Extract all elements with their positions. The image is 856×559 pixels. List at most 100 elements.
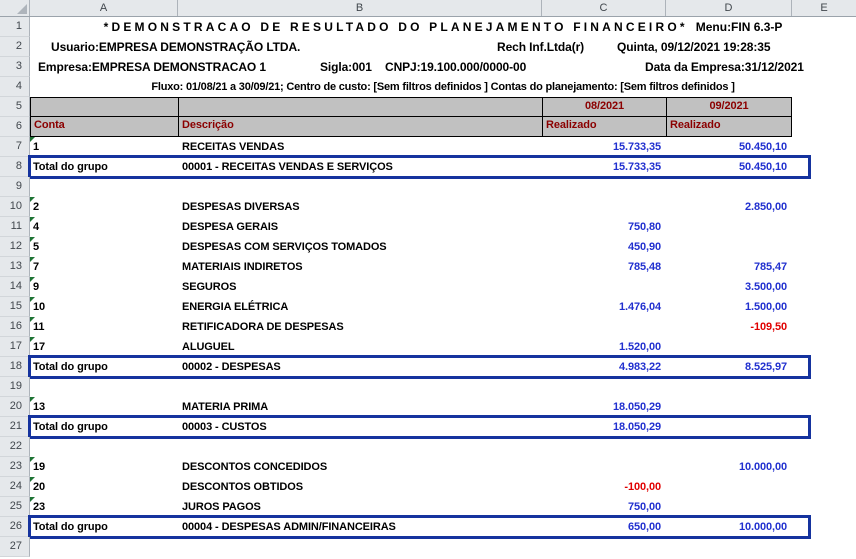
descricao-cell[interactable]: RETIFICADORA DE DESPESAS (182, 321, 344, 333)
row-header[interactable]: 22 (0, 437, 30, 457)
descricao-cell[interactable]: DESPESA GERAIS (182, 221, 278, 233)
row-header[interactable]: 15 (0, 297, 30, 317)
total-valor-sep-cell[interactable] (666, 417, 792, 437)
valor-aug-cell[interactable]: 450,90 (627, 241, 661, 253)
conta-cell[interactable]: 17 (30, 337, 178, 357)
row-header[interactable]: 20 (0, 397, 30, 417)
descricao-cell[interactable]: SEGUROS (182, 281, 237, 293)
total-label-cell[interactable]: Total do grupo (33, 521, 108, 533)
conta-cell[interactable]: 20 (30, 477, 178, 497)
select-all-corner[interactable] (0, 0, 30, 16)
row-header[interactable]: 6 (0, 117, 30, 137)
row-header[interactable]: 11 (0, 217, 30, 237)
report-company-line[interactable]: Empresa:EMPRESA DEMONSTRACAO 1 Sigla:001… (30, 57, 856, 77)
row-header[interactable]: 25 (0, 497, 30, 517)
column-header-d[interactable]: D (666, 0, 792, 16)
conta-cell[interactable]: 5 (30, 237, 178, 257)
conta-cell[interactable]: 13 (30, 397, 178, 417)
grupo-desc-cell[interactable]: 00003 - CUSTOS (182, 421, 267, 433)
valor-aug-cell[interactable]: 785,48 (627, 261, 661, 273)
total-valor-sep-cell[interactable]: 10.000,00 (738, 521, 787, 533)
conta-cell[interactable]: 7 (30, 257, 178, 277)
row-header[interactable]: 27 (0, 537, 30, 557)
descricao-cell[interactable]: DESCONTOS OBTIDOS (182, 481, 303, 493)
row-header[interactable]: 10 (0, 197, 30, 217)
conta-cell[interactable]: 19 (30, 457, 178, 477)
row-header[interactable]: 9 (0, 177, 30, 197)
row-header[interactable]: 24 (0, 477, 30, 497)
valor-sep-cell[interactable] (666, 477, 792, 497)
report-title-line[interactable]: *DEMONSTRACAO DE RESULTADO DO PLANEJAMEN… (30, 17, 856, 37)
valor-aug-cell[interactable]: 1.476,04 (618, 301, 661, 313)
row-header[interactable]: 1 (0, 17, 30, 37)
row-header[interactable]: 3 (0, 57, 30, 77)
period-header-empty-b[interactable] (178, 97, 542, 117)
valor-sep-cell[interactable] (666, 397, 792, 417)
row-header[interactable]: 8 (0, 157, 30, 177)
total-valor-sep-cell[interactable]: 50.450,10 (738, 161, 787, 173)
row-header[interactable]: 16 (0, 317, 30, 337)
conta-cell[interactable]: 9 (30, 277, 178, 297)
descricao-cell[interactable]: MATERIAIS INDIRETOS (182, 261, 303, 273)
valor-sep-cell[interactable]: 50.450,10 (738, 141, 787, 153)
valor-sep-cell[interactable] (666, 237, 792, 257)
grupo-desc-cell[interactable]: 00004 - DESPESAS ADMIN/FINANCEIRAS (182, 521, 396, 533)
column-header-c[interactable]: C (542, 0, 666, 16)
row-header[interactable]: 17 (0, 337, 30, 357)
valor-sep-cell[interactable]: 10.000,00 (738, 461, 787, 473)
valor-aug-cell[interactable] (542, 457, 666, 477)
grupo-desc-cell[interactable]: 00002 - DESPESAS (182, 361, 281, 373)
valor-sep-cell[interactable] (666, 337, 792, 357)
descricao-cell[interactable]: DESPESAS DIVERSAS (182, 201, 300, 213)
valor-aug-cell[interactable]: 750,80 (627, 221, 661, 233)
row-header[interactable]: 4 (0, 77, 30, 97)
valor-sep-cell[interactable] (666, 217, 792, 237)
descricao-cell[interactable]: DESCONTOS CONCEDIDOS (182, 461, 328, 473)
row-header[interactable]: 13 (0, 257, 30, 277)
row-header[interactable]: 7 (0, 137, 30, 157)
report-filters-line[interactable]: Fluxo: 01/08/21 a 30/09/21; Centro de cu… (30, 77, 856, 97)
total-valor-aug-cell[interactable]: 18.050,29 (612, 421, 661, 433)
column-header-e[interactable]: E (820, 2, 828, 14)
realizado-header-sep[interactable]: Realizado (666, 117, 792, 137)
row-header[interactable]: 18 (0, 357, 30, 377)
grupo-desc-cell[interactable]: 00001 - RECEITAS VENDAS E SERVIÇOS (182, 161, 393, 173)
valor-sep-cell[interactable]: 3.500,00 (744, 281, 787, 293)
row-header[interactable]: 5 (0, 97, 30, 117)
conta-cell[interactable]: 11 (30, 317, 178, 337)
total-valor-aug-cell[interactable]: 650,00 (627, 521, 661, 533)
valor-aug-cell[interactable] (542, 277, 666, 297)
row-header[interactable]: 23 (0, 457, 30, 477)
row-header[interactable]: 12 (0, 237, 30, 257)
descricao-cell[interactable]: ALUGUEL (182, 341, 235, 353)
period-header-aug[interactable]: 08/2021 (542, 97, 666, 117)
row-header[interactable]: 14 (0, 277, 30, 297)
valor-aug-cell[interactable] (542, 317, 666, 337)
total-valor-aug-cell[interactable]: 4.983,22 (618, 361, 661, 373)
conta-cell[interactable]: 2 (30, 197, 178, 217)
row-header[interactable]: 19 (0, 377, 30, 397)
descricao-cell[interactable]: MATERIA PRIMA (182, 401, 269, 413)
valor-sep-cell[interactable]: 785,47 (753, 261, 787, 273)
descricao-cell[interactable]: ENERGIA ELÉTRICA (182, 301, 289, 313)
total-label-cell[interactable]: Total do grupo (33, 421, 108, 433)
descricao-cell[interactable]: DESPESAS COM SERVIÇOS TOMADOS (182, 241, 387, 253)
column-header-b[interactable]: B (178, 0, 542, 16)
total-label-cell[interactable]: Total do grupo (33, 161, 108, 173)
valor-sep-cell[interactable] (666, 497, 792, 517)
valor-sep-cell[interactable]: 1.500,00 (744, 301, 787, 313)
report-user-line[interactable]: Usuario:EMPRESA DEMONSTRAÇÃO LTDA. Rech … (30, 37, 856, 57)
valor-aug-cell[interactable]: 1.520,00 (618, 341, 661, 353)
valor-sep-cell[interactable]: 2.850,00 (744, 201, 787, 213)
valor-aug-cell[interactable]: 15.733,35 (612, 141, 661, 153)
column-header-a[interactable]: A (30, 0, 178, 16)
conta-cell[interactable]: 10 (30, 297, 178, 317)
period-header-empty-a[interactable] (30, 97, 178, 117)
conta-header[interactable]: Conta (30, 117, 178, 137)
total-label-cell[interactable]: Total do grupo (33, 361, 108, 373)
valor-aug-cell[interactable]: 750,00 (627, 501, 661, 513)
descricao-cell[interactable]: JUROS PAGOS (182, 501, 261, 513)
conta-cell[interactable]: 23 (30, 497, 178, 517)
descricao-cell[interactable]: RECEITAS VENDAS (182, 141, 285, 153)
row-header[interactable]: 26 (0, 517, 30, 537)
